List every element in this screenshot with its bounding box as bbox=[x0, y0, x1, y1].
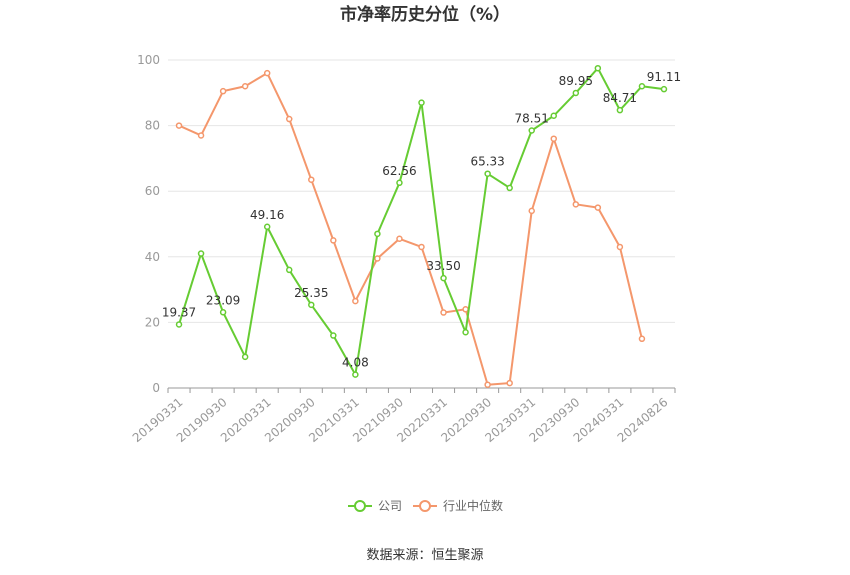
series-point-0 bbox=[484, 170, 491, 177]
series-point-0 bbox=[418, 99, 425, 106]
series-point-0 bbox=[440, 274, 447, 282]
legend[interactable]: 公司 行业中位数 bbox=[348, 498, 503, 513]
data-label: 4.08 bbox=[342, 356, 369, 370]
data-label: 25.35 bbox=[294, 286, 328, 300]
series bbox=[175, 64, 668, 388]
y-tick-label: 0 bbox=[152, 381, 160, 395]
series-point-1 bbox=[330, 237, 337, 244]
series-point-0 bbox=[285, 266, 293, 274]
series-line-1 bbox=[178, 72, 643, 386]
series-point-0 bbox=[396, 179, 403, 187]
series-point-1 bbox=[462, 306, 469, 313]
y-tick-label: 20 bbox=[145, 315, 160, 329]
series-point-1 bbox=[616, 243, 624, 251]
series-point-0 bbox=[352, 371, 359, 378]
data-label: 23.09 bbox=[206, 293, 240, 307]
series-point-1 bbox=[263, 69, 271, 77]
series-point-0 bbox=[308, 301, 315, 309]
series-point-0 bbox=[219, 309, 227, 316]
series-point-1 bbox=[308, 176, 315, 183]
series-point-0 bbox=[506, 184, 513, 192]
data-label: 65.33 bbox=[470, 155, 504, 169]
series-point-0 bbox=[241, 353, 249, 361]
series-point-1 bbox=[528, 207, 535, 215]
series-point-0 bbox=[572, 89, 580, 97]
grid bbox=[168, 59, 675, 323]
series-point-1 bbox=[484, 381, 491, 388]
axes: 0204060801002019033120190930202003312020… bbox=[130, 53, 676, 445]
y-tick-label: 40 bbox=[145, 250, 160, 264]
series-point-1 bbox=[374, 255, 381, 262]
series-point-0 bbox=[616, 106, 624, 114]
series-point-0 bbox=[197, 250, 205, 257]
series-point-1 bbox=[550, 135, 558, 142]
chart-title: 市净率历史分位（%） bbox=[340, 4, 510, 25]
series-point-1 bbox=[219, 87, 227, 95]
data-label: 89.95 bbox=[559, 74, 593, 88]
legend-marker-0 bbox=[354, 500, 366, 512]
series-point-0 bbox=[263, 223, 271, 231]
data-label: 49.16 bbox=[250, 208, 284, 222]
series-point-0 bbox=[638, 82, 646, 90]
series-point-0 bbox=[594, 64, 602, 72]
legend-marker-1 bbox=[419, 500, 431, 512]
series-point-0 bbox=[374, 230, 381, 238]
series-point-1 bbox=[396, 235, 403, 243]
series-point-1 bbox=[352, 297, 359, 305]
y-tick-label: 60 bbox=[145, 184, 160, 198]
series-point-0 bbox=[550, 112, 558, 120]
data-label: 19.37 bbox=[162, 305, 196, 319]
series-point-1 bbox=[506, 379, 513, 387]
series-point-1 bbox=[197, 132, 205, 139]
data-label: 78.51 bbox=[515, 111, 549, 125]
data-label: 84.71 bbox=[603, 91, 637, 105]
y-tick-label: 100 bbox=[137, 53, 160, 67]
series-point-0 bbox=[660, 85, 668, 93]
series-point-1 bbox=[440, 309, 447, 316]
series-point-1 bbox=[572, 201, 580, 208]
data-labels: 19.37 23.09 49.16 25.35 4.08 62.56 33.50 65.33 7… bbox=[162, 70, 681, 369]
legend-label-0: 公司 bbox=[378, 499, 402, 513]
data-label: 91.11 bbox=[647, 70, 681, 84]
data-label: 62.56 bbox=[382, 164, 416, 178]
legend-label-1: 行业中位数 bbox=[443, 498, 503, 513]
data-label: 33.50 bbox=[426, 259, 460, 273]
series-point-1 bbox=[285, 115, 293, 123]
y-tick-label: 80 bbox=[145, 119, 160, 133]
series-point-0 bbox=[330, 332, 337, 339]
series-point-0 bbox=[462, 328, 469, 336]
series-point-1 bbox=[418, 243, 425, 251]
series-point-1 bbox=[241, 82, 249, 90]
series-point-0 bbox=[175, 321, 183, 328]
series-point-1 bbox=[175, 122, 183, 129]
series-point-1 bbox=[594, 204, 602, 211]
series-point-0 bbox=[528, 127, 535, 134]
source-note: 数据来源：恒生聚源 bbox=[366, 548, 483, 563]
series-point-1 bbox=[638, 335, 646, 343]
